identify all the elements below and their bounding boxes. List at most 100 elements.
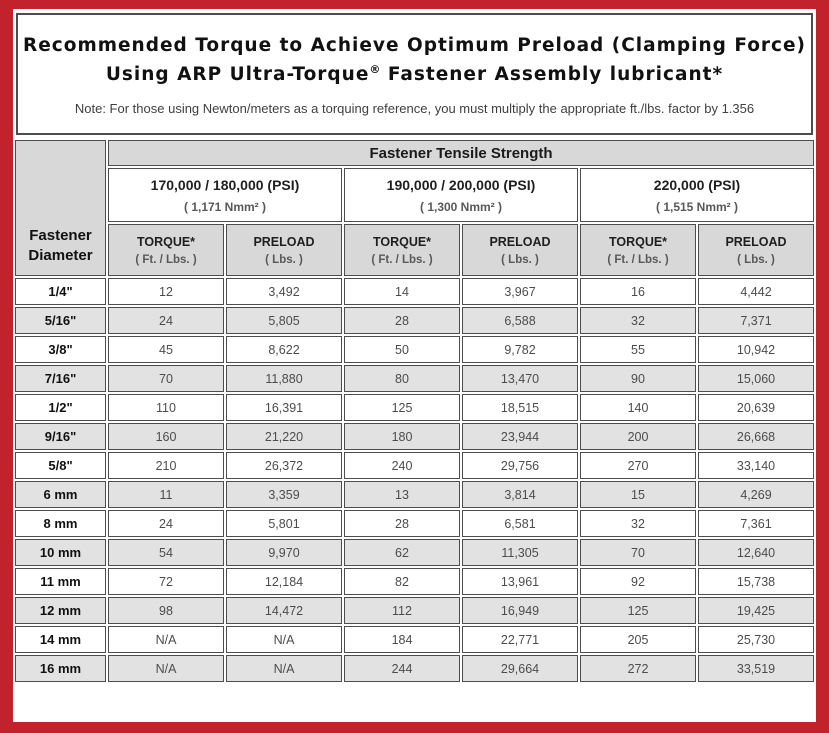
preload-label: PRELOAD [725, 234, 787, 249]
torque-value-cell: 205 [580, 626, 696, 653]
strength-group-220: 220,000 (PSI) ( 1,515 Nmm² ) [580, 168, 814, 222]
preload-value-cell: 23,944 [462, 423, 578, 450]
torque-value-cell: 98 [108, 597, 224, 624]
preload-value-cell: 29,664 [462, 655, 578, 682]
torque-value-cell: N/A [108, 655, 224, 682]
fastener-diameter-cell: 12 mm [15, 597, 106, 624]
preload-value-cell: 22,771 [462, 626, 578, 653]
preload-value-cell: 33,519 [698, 655, 814, 682]
torque-unit: ( Ft. / Lbs. ) [607, 253, 669, 266]
preload-value-cell: 16,949 [462, 597, 578, 624]
preload-value-cell: 4,442 [698, 278, 814, 305]
preload-value-cell: N/A [226, 655, 342, 682]
torque-value-cell: 55 [580, 336, 696, 363]
torque-unit: ( Ft. / Lbs. ) [135, 253, 197, 266]
preload-value-cell: 19,425 [698, 597, 814, 624]
preload-value-cell: 3,359 [226, 481, 342, 508]
torque-value-cell: 13 [344, 481, 460, 508]
preload-value-cell: 15,060 [698, 365, 814, 392]
note-text: Note: For those using Newton/meters as a… [74, 100, 755, 116]
fastener-diameter-header: Fastener Diameter [15, 140, 106, 276]
torque-value-cell: 11 [108, 481, 224, 508]
nmm-label: ( 1,171 Nmm² ) [183, 199, 267, 214]
torque-value-cell: 15 [580, 481, 696, 508]
preload-unit: ( Lbs. ) [501, 253, 539, 266]
table-row: 8 mm 24 5,801 28 6,581 32 7,361 [15, 510, 814, 537]
fastener-diameter-cell: 11 mm [15, 568, 106, 595]
table-row: 1/2" 110 16,391 125 18,515 140 20,639 [15, 394, 814, 421]
preload-value-cell: 29,756 [462, 452, 578, 479]
preload-value-cell: 6,588 [462, 307, 578, 334]
preload-value-cell: 15,738 [698, 568, 814, 595]
torque-value-cell: 184 [344, 626, 460, 653]
torque-value-cell: 180 [344, 423, 460, 450]
torque-value-cell: 90 [580, 365, 696, 392]
preload-value-cell: 11,305 [462, 539, 578, 566]
table-row: 9/16" 160 21,220 180 23,944 200 26,668 [15, 423, 814, 450]
preload-value-cell: 3,492 [226, 278, 342, 305]
torque-header-cell: TORQUE* ( Ft. / Lbs. ) [344, 224, 460, 276]
preload-value-cell: 33,140 [698, 452, 814, 479]
strength-group-190-200: 190,000 / 200,000 (PSI) ( 1,300 Nmm² ) [344, 168, 578, 222]
torque-value-cell: 82 [344, 568, 460, 595]
torque-value-cell: 240 [344, 452, 460, 479]
preload-value-cell: 26,372 [226, 452, 342, 479]
fastener-diameter-cell: 5/8" [15, 452, 106, 479]
torque-value-cell: 80 [344, 365, 460, 392]
torque-value-cell: 200 [580, 423, 696, 450]
preload-value-cell: 5,805 [226, 307, 342, 334]
torque-value-cell: N/A [108, 626, 224, 653]
preload-value-cell: 6,581 [462, 510, 578, 537]
psi-header-row: 170,000 / 180,000 (PSI) ( 1,171 Nmm² ) 1… [15, 168, 814, 222]
preload-value-cell: 3,967 [462, 278, 578, 305]
registered-trademark-symbol: ® [369, 62, 381, 76]
tensile-strength-header: Fastener Tensile Strength [108, 140, 814, 166]
table-row: 5/8" 210 26,372 240 29,756 270 33,140 [15, 452, 814, 479]
preload-value-cell: 12,640 [698, 539, 814, 566]
torque-value-cell: 28 [344, 510, 460, 537]
torque-unit: ( Ft. / Lbs. ) [371, 253, 433, 266]
torque-value-cell: 125 [344, 394, 460, 421]
preload-unit: ( Lbs. ) [737, 253, 775, 266]
table-row: 12 mm 98 14,472 112 16,949 125 19,425 [15, 597, 814, 624]
torque-value-cell: 244 [344, 655, 460, 682]
torque-value-cell: 32 [580, 307, 696, 334]
torque-value-cell: 92 [580, 568, 696, 595]
fastener-diameter-cell: 1/2" [15, 394, 106, 421]
preload-value-cell: 20,639 [698, 394, 814, 421]
preload-value-cell: 10,942 [698, 336, 814, 363]
preload-value-cell: 9,782 [462, 336, 578, 363]
torque-value-cell: 16 [580, 278, 696, 305]
torque-value-cell: 28 [344, 307, 460, 334]
nmm-label: ( 1,515 Nmm² ) [655, 199, 739, 214]
torque-value-cell: 70 [108, 365, 224, 392]
torque-label: TORQUE* [608, 234, 668, 249]
strength-group-170-180: 170,000 / 180,000 (PSI) ( 1,171 Nmm² ) [108, 168, 342, 222]
fastener-diameter-cell: 9/16" [15, 423, 106, 450]
preload-value-cell: 13,470 [462, 365, 578, 392]
preload-value-cell: 11,880 [226, 365, 342, 392]
preload-header-cell: PRELOAD ( Lbs. ) [698, 224, 814, 276]
torque-value-cell: 112 [344, 597, 460, 624]
preload-value-cell: 12,184 [226, 568, 342, 595]
torque-value-cell: 70 [580, 539, 696, 566]
content-area: Recommended Torque to Achieve Optimum Pr… [13, 9, 816, 722]
preload-value-cell: 4,269 [698, 481, 814, 508]
torque-value-cell: 45 [108, 336, 224, 363]
torque-table: Fastener Diameter Fastener Tensile Stren… [13, 138, 816, 684]
table-row: 5/16" 24 5,805 28 6,588 32 7,371 [15, 307, 814, 334]
torque-value-cell: 32 [580, 510, 696, 537]
preload-value-cell: 18,515 [462, 394, 578, 421]
preload-value-cell: N/A [226, 626, 342, 653]
nmm-label: ( 1,300 Nmm² ) [419, 199, 503, 214]
table-row: 6 mm 11 3,359 13 3,814 15 4,269 [15, 481, 814, 508]
title-line-2-text: Using ARP Ultra-Torque [105, 63, 370, 85]
preload-label: PRELOAD [253, 234, 315, 249]
torque-value-cell: 125 [580, 597, 696, 624]
torque-value-cell: 14 [344, 278, 460, 305]
fastener-diameter-cell: 5/16" [15, 307, 106, 334]
page-title-line-1: Recommended Torque to Achieve Optimum Pr… [22, 35, 807, 56]
torque-value-cell: 50 [344, 336, 460, 363]
table-row: 14 mm N/A N/A 184 22,771 205 25,730 [15, 626, 814, 653]
